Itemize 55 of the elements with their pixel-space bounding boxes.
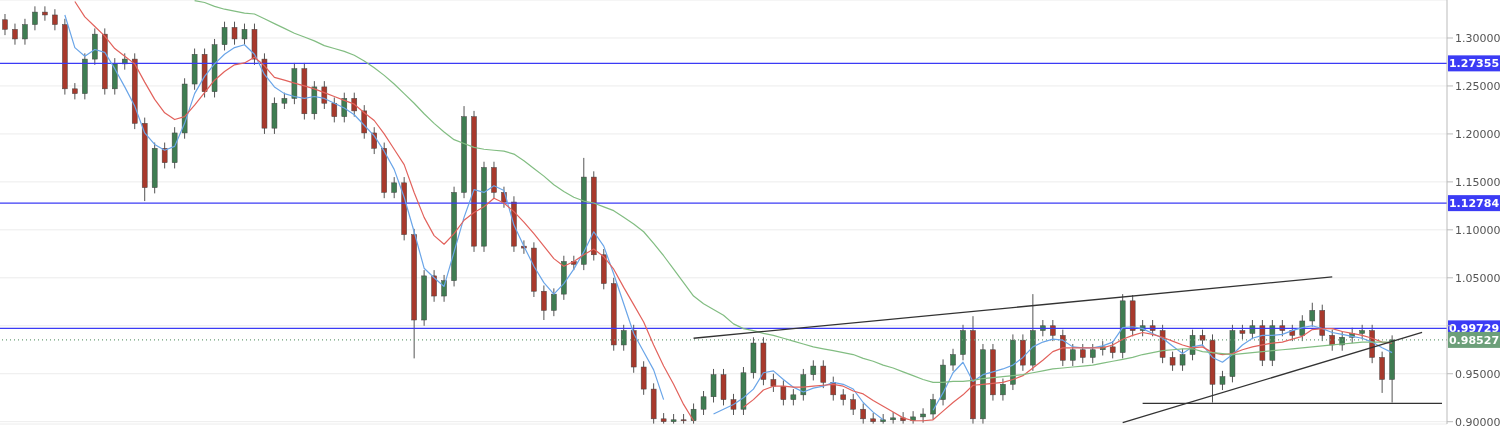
candlestick bbox=[161, 142, 168, 169]
candlestick bbox=[1169, 351, 1176, 372]
candlestick bbox=[950, 348, 956, 372]
candlestick bbox=[930, 393, 936, 421]
candlestick bbox=[22, 18, 28, 46]
candlestick bbox=[541, 284, 547, 321]
candlestick bbox=[52, 8, 58, 31]
candlestick bbox=[1379, 351, 1385, 394]
candlestick bbox=[1309, 302, 1316, 328]
candlestick bbox=[1179, 348, 1186, 372]
candlestick bbox=[12, 23, 18, 46]
candlestick bbox=[700, 390, 707, 416]
candlestick bbox=[331, 96, 338, 123]
y-tick-label: 1.05000 bbox=[1455, 271, 1500, 285]
candlestick bbox=[960, 324, 966, 361]
y-tick-label: 0.90000 bbox=[1455, 415, 1500, 429]
candlestick bbox=[221, 21, 228, 51]
candlestick bbox=[551, 287, 557, 317]
candlestick bbox=[391, 176, 397, 199]
candlestick bbox=[920, 407, 926, 424]
y-tick-label: 1.25000 bbox=[1455, 79, 1500, 93]
candlestick bbox=[620, 324, 627, 352]
candlestick bbox=[1089, 343, 1096, 364]
candlestick bbox=[810, 359, 817, 381]
candlestick bbox=[860, 402, 866, 424]
candlestick bbox=[850, 393, 856, 416]
candlestick bbox=[1080, 343, 1086, 364]
ref-line-label: 1.27355 bbox=[1448, 57, 1500, 71]
ref-line-label: 0.99729 bbox=[1448, 322, 1500, 336]
y-tick-label: 1.15000 bbox=[1455, 175, 1500, 189]
candlestick bbox=[231, 21, 238, 46]
candlestick bbox=[72, 82, 78, 100]
candlestick bbox=[770, 373, 777, 393]
candlestick bbox=[640, 360, 647, 396]
candlestick bbox=[431, 269, 437, 303]
candlestick bbox=[1050, 319, 1056, 342]
candlestick bbox=[241, 23, 248, 46]
candlestick bbox=[1219, 370, 1226, 391]
candlestick bbox=[42, 5, 48, 22]
ref-line-label: 0.98527 bbox=[1448, 333, 1500, 347]
candlestick bbox=[690, 402, 697, 424]
candlestick bbox=[2, 13, 8, 36]
candlestick bbox=[32, 5, 38, 31]
y-tick-label: 0.95000 bbox=[1455, 367, 1500, 381]
y-tick-label: 1.20000 bbox=[1455, 127, 1500, 141]
candlestick bbox=[1070, 343, 1076, 367]
y-tick-label: 1.10000 bbox=[1455, 223, 1500, 237]
candlestick bbox=[780, 379, 787, 406]
candlestick bbox=[1000, 378, 1006, 402]
line-series bbox=[194, 0, 1393, 383]
candlestick bbox=[1299, 314, 1306, 342]
y-tick-label: 1.30000 bbox=[1455, 31, 1500, 45]
candlestick bbox=[710, 368, 717, 404]
ref-line-label: 1.12784 bbox=[1448, 197, 1500, 211]
candlestick bbox=[820, 359, 827, 389]
